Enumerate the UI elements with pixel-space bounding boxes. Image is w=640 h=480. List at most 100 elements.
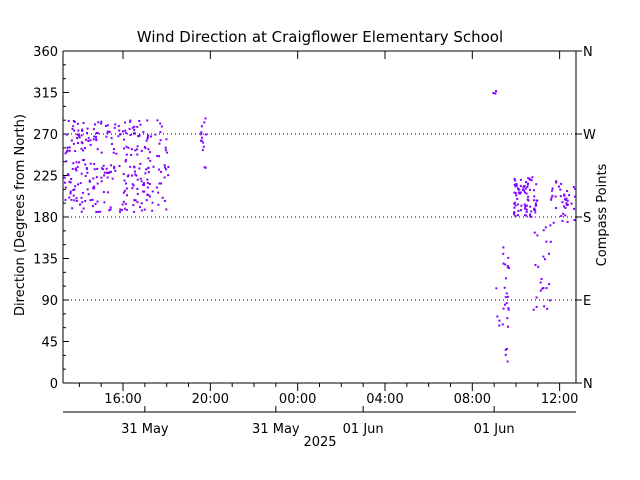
data-point bbox=[117, 124, 120, 127]
data-point bbox=[99, 210, 102, 213]
data-point bbox=[64, 198, 67, 201]
data-point bbox=[519, 209, 522, 212]
x-time-tick-label: 04:00 bbox=[366, 392, 403, 407]
data-point bbox=[102, 164, 105, 167]
data-point bbox=[160, 125, 163, 128]
data-point bbox=[562, 205, 565, 208]
data-point bbox=[75, 197, 78, 200]
data-point bbox=[534, 202, 537, 205]
data-point bbox=[96, 200, 99, 203]
data-point bbox=[165, 208, 168, 211]
data-point bbox=[545, 287, 548, 290]
data-point bbox=[124, 160, 127, 163]
data-point bbox=[531, 176, 534, 179]
data-point bbox=[542, 287, 545, 290]
data-point bbox=[76, 137, 79, 140]
data-point bbox=[88, 179, 91, 182]
data-point bbox=[72, 119, 75, 122]
data-point bbox=[550, 198, 553, 201]
data-point bbox=[135, 174, 138, 177]
data-point bbox=[542, 229, 545, 232]
data-point bbox=[159, 131, 162, 134]
plot-axes bbox=[62, 50, 582, 413]
compass-tick-label: W bbox=[583, 128, 596, 143]
data-point bbox=[549, 240, 552, 243]
data-point bbox=[97, 121, 100, 124]
data-point bbox=[95, 131, 98, 134]
data-point bbox=[200, 125, 203, 128]
data-point bbox=[161, 196, 164, 199]
data-point bbox=[124, 121, 127, 124]
data-point bbox=[519, 184, 522, 187]
data-point bbox=[158, 142, 161, 145]
data-point bbox=[85, 131, 88, 134]
data-point bbox=[66, 146, 69, 149]
data-point bbox=[502, 246, 505, 249]
data-point bbox=[112, 151, 115, 154]
y-tick-label: 0 bbox=[50, 377, 58, 392]
x-year-label: 2025 bbox=[303, 435, 336, 450]
x-date-tick-label: 31 May bbox=[121, 422, 169, 437]
data-point bbox=[200, 133, 203, 136]
data-point bbox=[513, 191, 516, 194]
data-point bbox=[527, 177, 530, 180]
data-point bbox=[117, 135, 120, 138]
data-point bbox=[555, 181, 558, 184]
data-point bbox=[109, 170, 112, 173]
data-point bbox=[100, 180, 103, 183]
data-point bbox=[126, 175, 129, 178]
data-point bbox=[539, 289, 542, 292]
data-point bbox=[520, 204, 523, 207]
data-point bbox=[70, 139, 73, 142]
x-time-tick-label: 16:00 bbox=[104, 392, 141, 407]
data-point bbox=[96, 167, 99, 170]
data-point bbox=[146, 181, 149, 184]
data-point bbox=[96, 182, 99, 185]
data-point bbox=[502, 307, 505, 310]
data-point bbox=[537, 265, 540, 268]
y-axis-title-right: Compass Points bbox=[595, 163, 610, 266]
data-point bbox=[148, 195, 151, 198]
data-point bbox=[536, 234, 539, 237]
data-point bbox=[80, 210, 83, 213]
data-point bbox=[526, 186, 529, 189]
data-point bbox=[139, 162, 142, 165]
compass-tick-label: S bbox=[583, 211, 591, 226]
data-point bbox=[528, 188, 531, 191]
data-point bbox=[513, 183, 516, 186]
data-point bbox=[147, 157, 150, 160]
data-point bbox=[573, 219, 576, 222]
data-point bbox=[75, 199, 78, 202]
data-point bbox=[514, 185, 517, 188]
data-point bbox=[132, 204, 135, 207]
data-point bbox=[134, 199, 137, 202]
data-point bbox=[136, 187, 139, 190]
data-point bbox=[72, 188, 75, 191]
data-point bbox=[561, 201, 564, 204]
data-point bbox=[156, 119, 159, 122]
data-point bbox=[200, 131, 203, 134]
data-point bbox=[527, 195, 530, 198]
data-point bbox=[129, 165, 132, 168]
data-point bbox=[525, 204, 528, 207]
data-point bbox=[524, 205, 527, 208]
data-point bbox=[64, 152, 67, 155]
data-point bbox=[149, 151, 152, 154]
data-point bbox=[65, 160, 68, 163]
data-point bbox=[108, 130, 111, 133]
data-point bbox=[114, 169, 117, 172]
data-point bbox=[564, 206, 567, 209]
data-point bbox=[92, 128, 95, 131]
data-point bbox=[96, 132, 99, 135]
data-point bbox=[91, 198, 94, 201]
data-point bbox=[563, 193, 566, 196]
data-point bbox=[148, 182, 151, 185]
data-point bbox=[533, 199, 536, 202]
data-point bbox=[507, 308, 510, 311]
data-point bbox=[78, 134, 81, 137]
data-point bbox=[163, 166, 166, 169]
data-point bbox=[516, 197, 519, 200]
data-point bbox=[515, 182, 518, 185]
data-point bbox=[125, 153, 128, 156]
